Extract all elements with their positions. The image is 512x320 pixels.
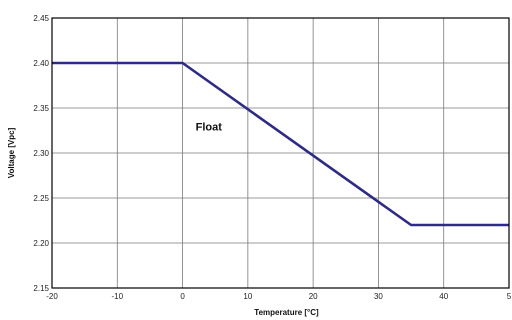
y-tick-label: 2.40 xyxy=(33,59,49,68)
y-tick-label: 2.45 xyxy=(33,14,49,23)
x-tick-label: 5 xyxy=(507,292,512,301)
x-tick-label: -20 xyxy=(46,292,58,301)
y-tick-label: 2.30 xyxy=(33,149,49,158)
y-tick-label: 2.35 xyxy=(33,104,49,113)
y-axis-title: Voltage [Vpc] xyxy=(7,127,16,178)
y-tick-label: 2.20 xyxy=(33,239,49,248)
float-voltage-line xyxy=(52,61,509,227)
series-layer xyxy=(52,61,509,227)
x-tick-label: -10 xyxy=(112,292,124,301)
x-tick-label: 40 xyxy=(439,292,448,301)
x-tick-label: 0 xyxy=(180,292,185,301)
y-tick-label: 2.25 xyxy=(33,194,49,203)
float-annotation: Float xyxy=(196,122,223,134)
tick-layer: -20 -10 0 10 20 30 40 5 2.15 2.20 2.25 2.30 2.35 2.40… xyxy=(33,14,511,301)
plot-frame xyxy=(51,17,510,289)
x-axis-title: Temperature [°C] xyxy=(254,308,319,317)
x-tick-label: 20 xyxy=(309,292,318,301)
grid-layer xyxy=(52,18,509,288)
x-tick-label: 10 xyxy=(243,292,252,301)
y-tick-label: 2.15 xyxy=(33,284,49,293)
x-tick-label: 30 xyxy=(374,292,383,301)
